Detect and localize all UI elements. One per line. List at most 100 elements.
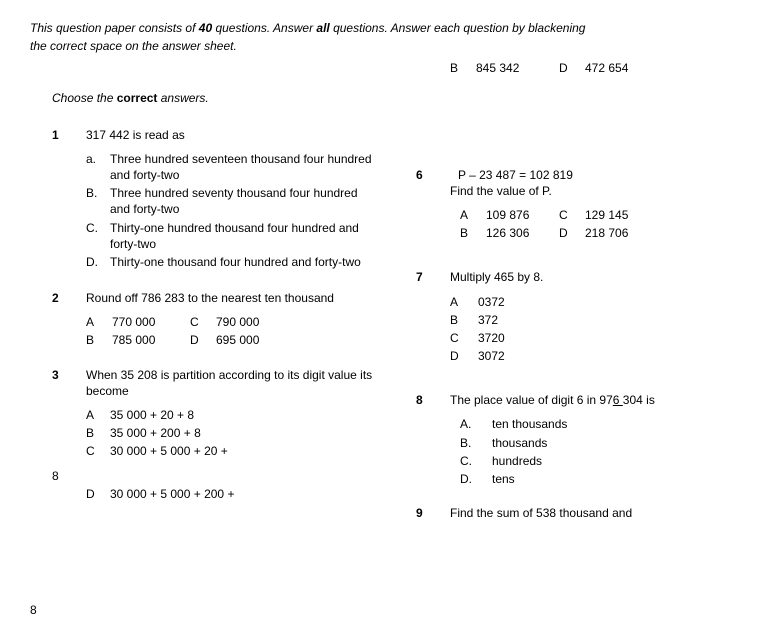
q-body: P – 23 487 = 102 819 Find the value of P… bbox=[450, 167, 738, 242]
q-options: a.Three hundred seventeen thousand four … bbox=[86, 151, 374, 270]
option-value: 785 000 bbox=[112, 332, 182, 348]
option-value: 790 000 bbox=[216, 314, 286, 330]
left-column: Choose the correct answers. 1 317 442 is… bbox=[30, 60, 384, 522]
q-options: A35 000 + 20 + 8 B35 000 + 200 + 8 C30 0… bbox=[86, 407, 374, 460]
spacer bbox=[52, 486, 86, 504]
option-text: 35 000 + 200 + 8 bbox=[110, 425, 374, 441]
q-body: Multiply 465 by 8. A0372 B372 C3720 D307… bbox=[450, 269, 738, 364]
q-stem: Multiply 465 by 8. bbox=[450, 269, 738, 285]
option-letter: a. bbox=[86, 151, 110, 183]
option-c: C.Thirty-one hundred thousand four hundr… bbox=[86, 220, 374, 252]
option-value: 3720 bbox=[478, 330, 738, 346]
q-options-grid: A 770 000 C 790 000 B 785 000 D 695 000 bbox=[86, 314, 374, 348]
option-letter: C bbox=[450, 330, 472, 346]
stem-text: The place value of digit 6 in 97 bbox=[450, 393, 613, 407]
option-a: a.Three hundred seventeen thousand four … bbox=[86, 151, 374, 183]
option-letter: D bbox=[190, 332, 208, 348]
option-text: Thirty-one thousand four hundred and for… bbox=[110, 254, 374, 270]
instructions-line1: This question paper consists of 40 quest… bbox=[30, 20, 738, 36]
q-body: D30 000 + 5 000 + 200 + bbox=[86, 486, 374, 504]
right-column: B 845 342 D 472 654 6 P – 23 487 = 102 819… bbox=[384, 60, 738, 522]
q-number: 8 bbox=[416, 392, 450, 487]
question-8: 8 The place value of digit 6 in 976 304 … bbox=[394, 392, 738, 487]
q-number: 2 bbox=[52, 290, 86, 349]
option-letter: B. bbox=[86, 185, 110, 217]
top-options-row: B 845 342 D 472 654 bbox=[450, 60, 738, 76]
option-letter: B bbox=[450, 60, 468, 76]
question-3: 3 When 35 208 is partition according to … bbox=[30, 367, 374, 462]
q-stem: When 35 208 is partition according to it… bbox=[86, 367, 374, 399]
q-stem-line2: Find the value of P. bbox=[450, 183, 738, 199]
option-letter: B. bbox=[460, 435, 486, 451]
page-number: 8 bbox=[30, 602, 37, 618]
option-letter: B bbox=[86, 425, 110, 441]
option-letter: D bbox=[559, 225, 577, 241]
q-stem: 317 442 is read as bbox=[86, 127, 374, 143]
question-6: 6 P – 23 487 = 102 819 Find the value of… bbox=[394, 167, 738, 242]
q-body: The place value of digit 6 in 976 304 is… bbox=[450, 392, 738, 487]
option-value: 218 706 bbox=[585, 225, 655, 241]
option-b: B35 000 + 200 + 8 bbox=[86, 425, 374, 441]
option-value: thousands bbox=[492, 435, 738, 451]
option-letter: A bbox=[450, 294, 472, 310]
question-2: 2 Round off 786 283 to the nearest ten t… bbox=[30, 290, 374, 349]
option-letter: D bbox=[559, 60, 577, 76]
option-text: 35 000 + 20 + 8 bbox=[110, 407, 374, 423]
option-value: 770 000 bbox=[112, 314, 182, 330]
choose-line: Choose the correct answers. bbox=[52, 90, 374, 106]
choose-b: correct bbox=[117, 91, 158, 105]
q-body: 317 442 is read as a.Three hundred seven… bbox=[86, 127, 374, 273]
option-letter: A bbox=[86, 407, 110, 423]
option-b: B.Three hundred seventy thousand four hu… bbox=[86, 185, 374, 217]
instr-40: 40 bbox=[199, 21, 212, 35]
option-value: 3072 bbox=[478, 348, 738, 364]
question-3-cont: D30 000 + 5 000 + 200 + bbox=[30, 486, 374, 504]
question-7: 7 Multiply 465 by 8. A0372 B372 C3720 D3… bbox=[394, 269, 738, 364]
option-letter: D. bbox=[86, 254, 110, 270]
option-letter: C. bbox=[460, 453, 486, 469]
q-number: 3 bbox=[52, 367, 86, 462]
option-value: 126 306 bbox=[486, 225, 551, 241]
choose-c: answers. bbox=[157, 91, 208, 105]
option-letter: B bbox=[460, 225, 478, 241]
option-value: 109 876 bbox=[486, 207, 551, 223]
option-d: D30 000 + 5 000 + 200 + bbox=[86, 486, 374, 502]
option-letter: A. bbox=[460, 416, 486, 432]
option-value: tens bbox=[492, 471, 738, 487]
option-value: 695 000 bbox=[216, 332, 286, 348]
option-letter: C bbox=[190, 314, 208, 330]
question-9: 9 Find the sum of 538 thousand and bbox=[394, 505, 738, 521]
option-value: hundreds bbox=[492, 453, 738, 469]
option-letter: D. bbox=[460, 471, 486, 487]
question-1: 1 317 442 is read as a.Three hundred sev… bbox=[30, 127, 374, 273]
q-options-list: A.ten thousands B.thousands C.hundreds D… bbox=[460, 416, 738, 487]
stem-text: 304 is bbox=[623, 393, 655, 407]
choose-a: Choose the bbox=[52, 91, 117, 105]
q-body: When 35 208 is partition according to it… bbox=[86, 367, 374, 462]
columns: Choose the correct answers. 1 317 442 is… bbox=[30, 60, 738, 522]
q-options-grid: A109 876 C129 145 B126 306 D218 706 bbox=[460, 207, 738, 241]
option-letter: B bbox=[450, 312, 472, 328]
option-letter: C. bbox=[86, 220, 110, 252]
option-value: 0372 bbox=[478, 294, 738, 310]
option-value: 845 342 bbox=[476, 60, 551, 76]
q-number: 6 bbox=[416, 167, 450, 242]
exam-page: This question paper consists of 40 quest… bbox=[0, 0, 768, 630]
q-number: 9 bbox=[416, 505, 450, 521]
option-text: Three hundred seventy thousand four hund… bbox=[110, 185, 374, 217]
instr-text: questions. Answer each question by black… bbox=[330, 21, 586, 35]
option-value: 372 bbox=[478, 312, 738, 328]
option-value: 129 145 bbox=[585, 207, 655, 223]
option-value: 472 654 bbox=[585, 60, 660, 76]
option-a: A35 000 + 20 + 8 bbox=[86, 407, 374, 423]
option-letter: B bbox=[86, 332, 104, 348]
option-letter: C bbox=[559, 207, 577, 223]
q-options-list: A0372 B372 C3720 D3072 bbox=[450, 294, 738, 365]
q-stem-line1: P – 23 487 = 102 819 bbox=[458, 167, 738, 183]
option-text: Three hundred seventeen thousand four hu… bbox=[110, 151, 374, 183]
option-letter: A bbox=[86, 314, 104, 330]
option-text: Thirty-one hundred thousand four hundred… bbox=[110, 220, 374, 252]
q-body: Round off 786 283 to the nearest ten tho… bbox=[86, 290, 374, 349]
stem-underline: 6 bbox=[613, 393, 623, 407]
instr-text: This question paper consists of bbox=[30, 21, 199, 35]
